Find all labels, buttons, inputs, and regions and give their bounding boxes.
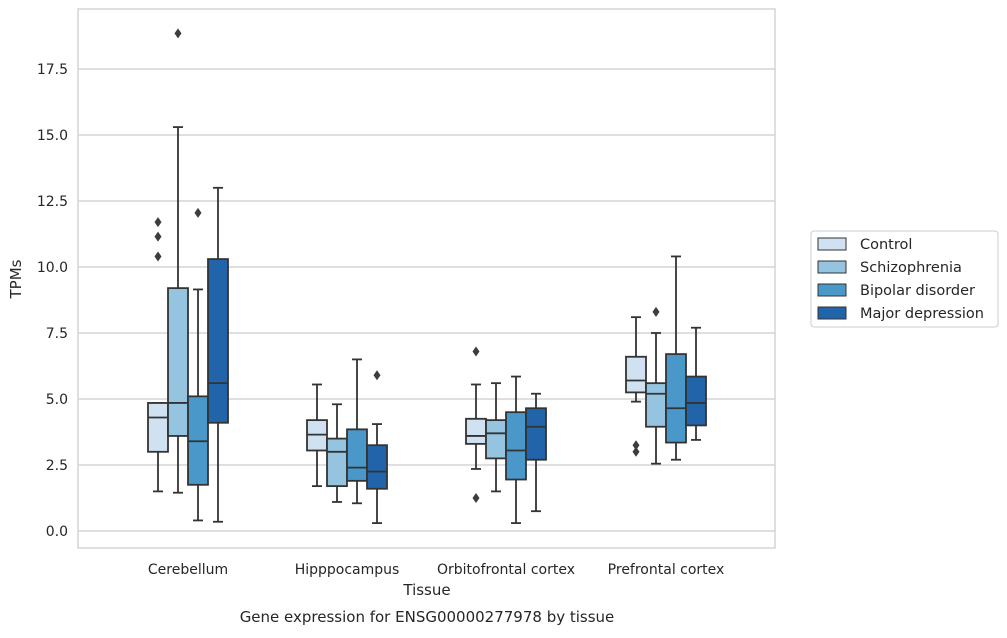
x-tick-label: Orbitofrontal cortex	[437, 562, 575, 578]
plot-area-frame	[77, 8, 776, 549]
box-iqr	[326, 437, 348, 488]
outlier-point	[472, 493, 480, 503]
legend-swatch	[817, 237, 847, 251]
y-tick-label: 15.0	[37, 128, 68, 144]
box-bipolar-disorder	[665, 255, 687, 461]
outlier-point	[373, 370, 381, 381]
x-tick-label: Hipppocampus	[295, 562, 400, 578]
y-tick-label: 2.5	[46, 458, 68, 474]
box-major-depression	[366, 370, 388, 524]
box-iqr	[665, 353, 687, 444]
box-control	[306, 383, 328, 488]
box-iqr	[465, 417, 487, 445]
boxes	[147, 28, 707, 524]
legend-label: Bipolar disorder	[860, 283, 975, 299]
legend-label: Major depression	[860, 306, 984, 322]
legend-frame	[810, 230, 999, 328]
outlier-point	[154, 231, 162, 242]
box-schizophrenia	[326, 403, 348, 503]
chart-caption: Gene expression for ENSG00000277978 by t…	[240, 608, 615, 626]
y-tick-label: 17.5	[37, 62, 68, 78]
y-tick-labels: 0.0 2.5 5.0 7.5 10.0 12.5 15.0 17.5	[37, 62, 68, 540]
x-tick-label: Cerebellum	[148, 562, 228, 578]
box-schizophrenia	[645, 306, 667, 465]
legend-swatch	[817, 306, 847, 320]
x-axis-title: Tissue	[402, 581, 450, 599]
box-iqr	[685, 375, 707, 427]
legend-swatch	[817, 260, 847, 274]
y-axis-title: TPMs	[7, 259, 25, 299]
outlier-point	[154, 217, 162, 228]
outlier-point	[632, 446, 640, 457]
box-major-depression	[207, 186, 229, 523]
outlier-point	[472, 346, 480, 357]
box-iqr	[346, 428, 368, 482]
y-tick-label: 12.5	[37, 194, 68, 210]
box-control	[625, 316, 647, 457]
box-major-depression	[525, 392, 547, 513]
box-bipolar-disorder	[346, 358, 368, 505]
box-iqr	[645, 382, 667, 428]
outlier-point	[652, 306, 660, 317]
x-tick-label: Prefrontal cortex	[608, 562, 725, 578]
y-tick-label: 10.0	[37, 260, 68, 276]
box-control	[465, 346, 487, 503]
box-iqr	[207, 258, 229, 424]
box-iqr	[366, 444, 388, 490]
box-major-depression	[685, 326, 707, 441]
box-iqr	[167, 287, 189, 437]
box-schizophrenia	[167, 28, 189, 494]
legend-label: Control	[860, 237, 912, 253]
box-bipolar-disorder	[187, 207, 209, 522]
legend-label: Schizophrenia	[860, 260, 962, 276]
y-tick-label: 5.0	[46, 392, 68, 408]
legend: Control Schizophrenia Bipolar disorder Majo…	[810, 230, 999, 328]
box-control	[147, 217, 169, 493]
box-iqr	[625, 355, 647, 394]
y-tick-label: 0.0	[46, 524, 68, 540]
outlier-point	[632, 440, 640, 451]
box-iqr	[147, 402, 169, 453]
outlier-point	[174, 28, 182, 39]
box-iqr	[505, 411, 527, 481]
outlier-point	[194, 207, 202, 218]
box-iqr	[485, 419, 507, 460]
outlier-point	[154, 251, 162, 262]
y-tick-label: 7.5	[46, 326, 68, 342]
box-iqr	[525, 407, 547, 461]
x-tick-labels: Cerebellum Hipppocampus Orbitofrontal cort…	[148, 562, 724, 578]
legend-swatch	[817, 283, 847, 297]
